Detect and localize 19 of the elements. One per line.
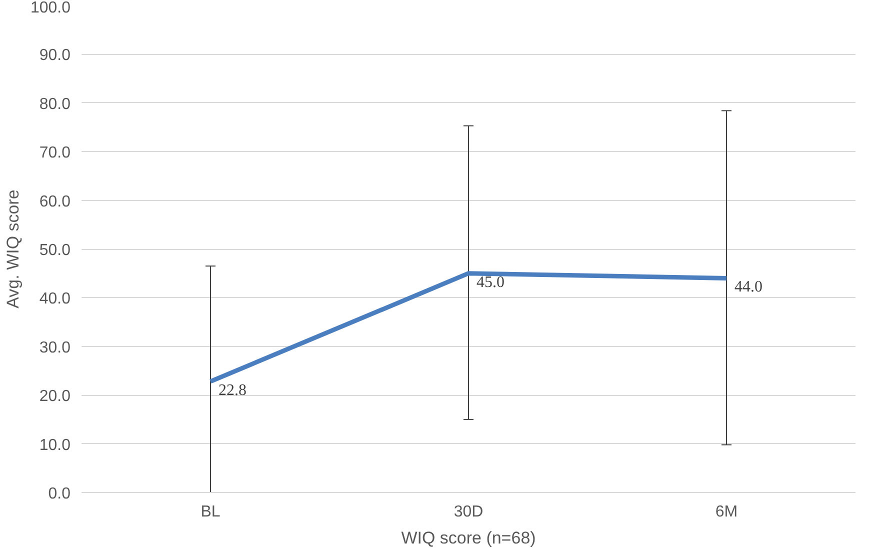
y-tick-label: 10.0 xyxy=(39,436,71,454)
y-tick-label: 30.0 xyxy=(39,339,71,356)
x-axis-title: WIQ score (n=68) xyxy=(401,528,536,548)
y-tick-label: 40.0 xyxy=(39,290,71,308)
y-tick-label: 60.0 xyxy=(39,193,71,210)
y-tick-label: 100.0 xyxy=(30,0,71,16)
y-tick-label: 0.0 xyxy=(48,486,71,502)
x-tick-label: 6M xyxy=(715,504,738,520)
y-tick-label: 80.0 xyxy=(39,96,71,113)
x-tick-label: BL xyxy=(200,504,220,520)
y-tick-label: 90.0 xyxy=(39,47,71,64)
data-label: 22.8 xyxy=(218,382,246,399)
y-tick-label: 70.0 xyxy=(39,144,71,162)
data-label: 45.0 xyxy=(476,274,504,291)
x-tick-label: 30D xyxy=(454,504,484,520)
y-tick-label: 20.0 xyxy=(39,388,71,406)
y-axis-title: Avg. WIQ score xyxy=(3,190,22,308)
data-label: 44.0 xyxy=(734,278,762,296)
y-tick-label: 50.0 xyxy=(39,242,71,259)
